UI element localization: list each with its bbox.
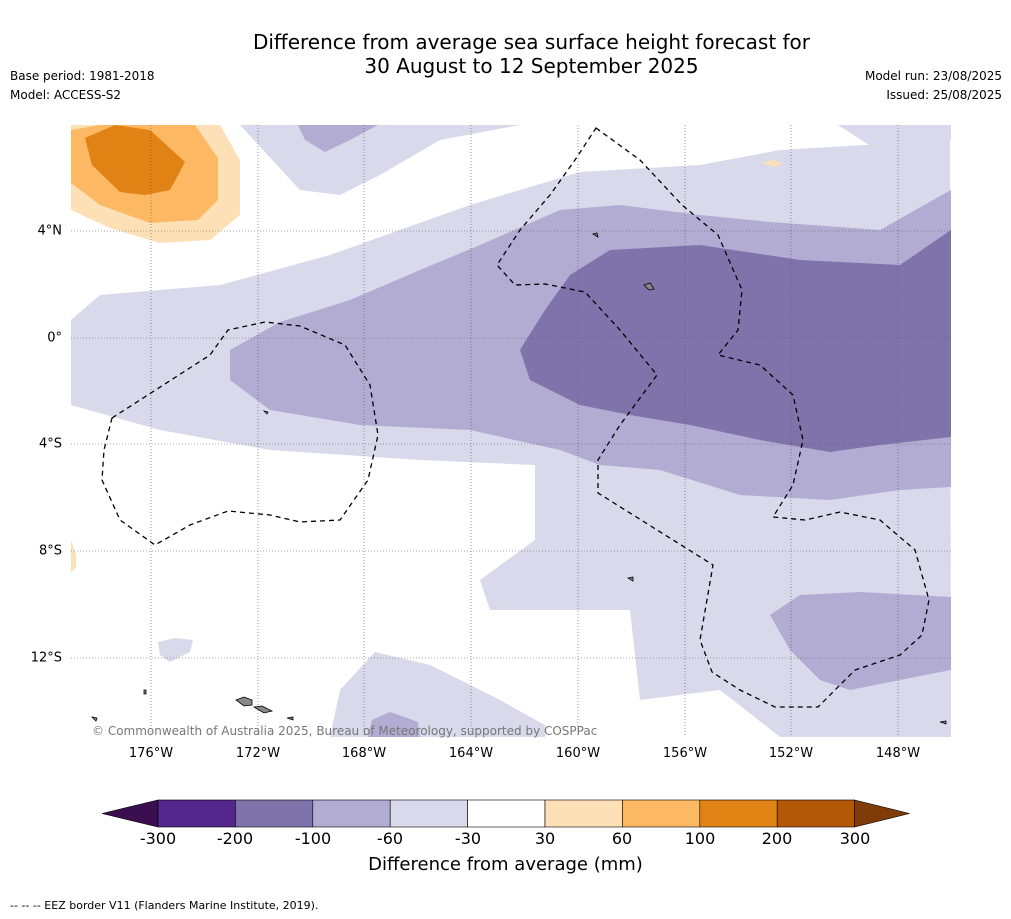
colorbar-tick: -100 bbox=[294, 829, 332, 848]
lon-label: 172°W bbox=[235, 746, 281, 761]
colorbar-tick: -30 bbox=[454, 829, 482, 848]
islands bbox=[90, 232, 947, 725]
colorbar-swatch bbox=[622, 799, 701, 828]
atoll-island bbox=[939, 720, 947, 725]
model-run: Model run: 23/08/2025 bbox=[864, 69, 1002, 83]
lat-label: 12°S bbox=[30, 650, 62, 666]
meta-left: Base period: 1981-2018 Model: ACCESS-S2 bbox=[10, 67, 155, 105]
band-minus60-north bbox=[298, 125, 378, 152]
eez-footnote: -- -- -- EEZ border V11 (Flanders Marine… bbox=[10, 899, 319, 912]
band-minus60-southeast bbox=[770, 592, 951, 690]
kiritimati-island bbox=[643, 282, 655, 291]
colorbar-extend-low bbox=[101, 799, 159, 828]
atoll-island bbox=[626, 576, 634, 582]
colorbar-tick: 200 bbox=[761, 829, 793, 848]
meta-right: Model run: 23/08/2025 Issued: 25/08/2025 bbox=[865, 67, 1002, 105]
eez-border-west bbox=[101, 321, 379, 546]
base-period: Base period: 1981-2018 bbox=[10, 69, 155, 83]
colorbar-tick: 100 bbox=[684, 829, 716, 848]
colorbar-tick: 300 bbox=[839, 829, 871, 848]
lat-label: 0° bbox=[47, 330, 62, 346]
lat-label: 4°N bbox=[37, 223, 63, 239]
eez-borders bbox=[101, 127, 930, 708]
issued-date: Issued: 25/08/2025 bbox=[886, 88, 1002, 102]
colorbar-tick: 60 bbox=[611, 829, 633, 848]
atoll-island bbox=[143, 689, 147, 695]
eez-border-central bbox=[496, 127, 930, 708]
colorbar-swatch bbox=[776, 799, 855, 828]
band-minus30-northeast bbox=[838, 125, 951, 220]
colorbar-swatch bbox=[157, 799, 236, 828]
colorbar-swatch bbox=[389, 799, 468, 828]
lon-label: 160°W bbox=[555, 746, 601, 761]
graticule bbox=[71, 125, 951, 737]
band-plus100-region bbox=[85, 125, 185, 195]
model-name: Model: ACCESS-S2 bbox=[10, 88, 122, 102]
lat-label: 4°S bbox=[38, 436, 62, 452]
lon-label: 164°W bbox=[448, 746, 494, 761]
lon-label: 176°W bbox=[128, 746, 174, 761]
colorbar-tick: -200 bbox=[216, 829, 254, 848]
colorbar-swatch bbox=[312, 799, 391, 828]
colorbar-tick: -60 bbox=[376, 829, 404, 848]
anomaly-field bbox=[71, 125, 951, 737]
samoa-island-east bbox=[252, 705, 274, 714]
lon-label: 148°W bbox=[875, 746, 921, 761]
atoll-island bbox=[286, 716, 294, 721]
atoll-island bbox=[262, 410, 269, 415]
band-plus30-blob bbox=[762, 160, 783, 167]
title-line-1: Difference from average sea surface heig… bbox=[252, 30, 811, 54]
colorbar-tick: -300 bbox=[139, 829, 177, 848]
lon-label: 168°W bbox=[341, 746, 387, 761]
band-minus30-islet bbox=[158, 638, 193, 662]
band-minus60-south bbox=[368, 712, 420, 737]
colorbar-swatch bbox=[544, 799, 623, 828]
lon-label: 152°W bbox=[768, 746, 814, 761]
copyright-credit: © Commonwealth of Australia 2025, Bureau… bbox=[92, 724, 598, 738]
lon-label: 156°W bbox=[662, 746, 708, 761]
colorbar-tick: 30 bbox=[534, 829, 556, 848]
lat-label: 8°S bbox=[38, 543, 62, 559]
colorbar bbox=[101, 799, 910, 828]
colorbar-swatch bbox=[699, 799, 778, 828]
title-line-2: 30 August to 12 September 2025 bbox=[364, 54, 699, 78]
atoll-island bbox=[90, 716, 98, 722]
band-minus100-region bbox=[520, 230, 951, 452]
atoll-island bbox=[591, 232, 599, 238]
samoa-island bbox=[235, 696, 253, 707]
colorbar-extend-high bbox=[854, 799, 910, 828]
colorbar-swatch bbox=[235, 799, 314, 828]
colorbar-title: Difference from average (mm) bbox=[368, 854, 643, 875]
map-title: Difference from average sea surface heig… bbox=[0, 30, 1011, 78]
colorbar-swatch bbox=[467, 799, 546, 828]
band-plus30-edge bbox=[71, 540, 76, 572]
